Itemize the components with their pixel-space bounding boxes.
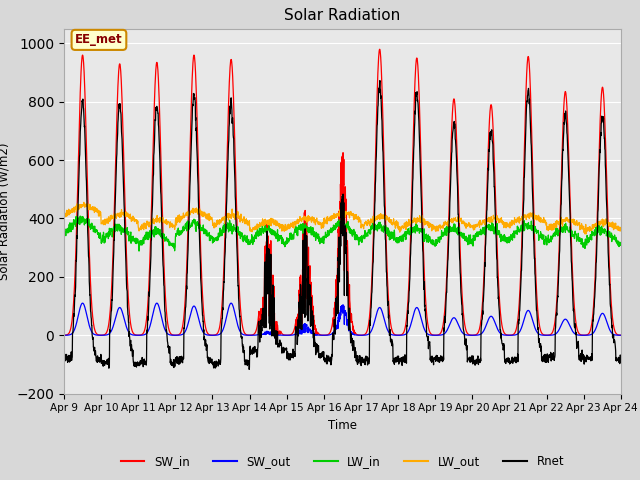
LW_out [584, 228, 591, 234]
Line: Rnet: Rnet [64, 81, 621, 370]
SW_in [584, 332, 591, 337]
SW_out [568, 327, 576, 333]
Legend: SW_in, SW_out, LW_in, LW_out, Rnet: SW_in, SW_out, LW_in, LW_out, Rnet [116, 451, 569, 473]
Rnet [245, 367, 253, 372]
SW_out [246, 332, 253, 338]
LW_out [581, 231, 589, 237]
LW_in [505, 237, 513, 243]
Text: EE_met: EE_met [75, 34, 123, 47]
SW_out [60, 332, 68, 338]
LW_in [617, 240, 625, 246]
LW_in [371, 227, 379, 233]
LW_out [568, 218, 575, 224]
LW_out [216, 216, 223, 222]
Line: SW_in: SW_in [64, 49, 621, 335]
LW_out [371, 216, 379, 221]
Line: LW_out: LW_out [64, 202, 621, 234]
SW_out [617, 332, 625, 338]
LW_out [617, 228, 625, 234]
LW_in [60, 226, 68, 232]
SW_in [568, 259, 576, 264]
Rnet [617, 359, 625, 365]
Y-axis label: Solar Radiation (W/m2): Solar Radiation (W/m2) [0, 143, 11, 280]
Rnet [376, 78, 384, 84]
SW_out [359, 332, 367, 338]
SW_in [60, 332, 68, 338]
SW_in [617, 332, 625, 338]
SW_out [505, 332, 513, 338]
LW_in [568, 231, 576, 237]
Line: SW_out: SW_out [64, 303, 621, 335]
SW_in [359, 332, 367, 338]
X-axis label: Time: Time [328, 419, 357, 432]
LW_in [359, 236, 367, 241]
SW_in [371, 181, 379, 187]
LW_out [80, 199, 88, 205]
LW_in [216, 233, 223, 239]
LW_out [504, 222, 512, 228]
SW_in [376, 47, 383, 52]
SW_out [79, 300, 86, 306]
SW_in [216, 326, 223, 332]
LW_in [584, 235, 591, 241]
SW_in [283, 332, 291, 338]
Rnet [371, 202, 379, 207]
Rnet [359, 355, 367, 361]
SW_out [371, 317, 379, 323]
LW_in [135, 248, 143, 254]
Rnet [568, 276, 576, 282]
Rnet [505, 355, 513, 361]
SW_out [216, 332, 223, 337]
SW_in [505, 332, 513, 338]
Rnet [216, 360, 223, 366]
Title: Solar Radiation: Solar Radiation [284, 9, 401, 24]
SW_out [584, 332, 591, 338]
Rnet [584, 353, 591, 359]
LW_in [76, 213, 84, 219]
LW_out [60, 213, 68, 219]
Rnet [60, 359, 68, 365]
Line: LW_in: LW_in [64, 216, 621, 251]
LW_out [359, 221, 367, 227]
